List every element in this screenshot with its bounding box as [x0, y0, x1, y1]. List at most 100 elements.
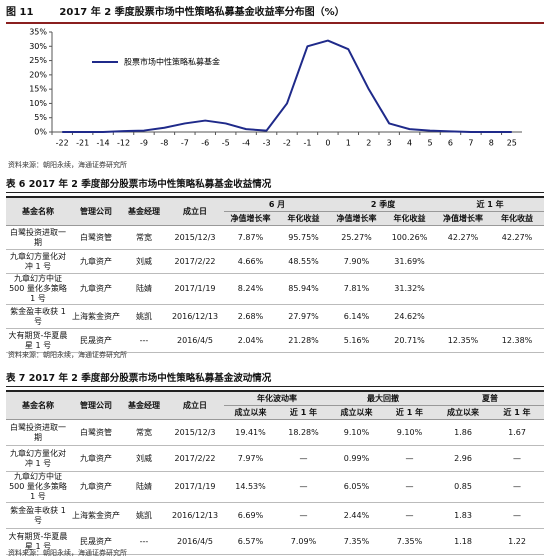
group-header: 6 月 — [224, 197, 331, 212]
table-cell: 1.67 — [490, 419, 544, 446]
source: 资料来源：朝阳永续，海通证券研究所 — [8, 351, 127, 359]
table-row: 九章幻方中证 500 量化多策略 1 号九章资产 陆婧 2017/1/19 8.24%… — [6, 273, 545, 305]
table-cell: 0.85 — [436, 471, 490, 503]
table-cell: --- — [122, 528, 166, 555]
x-tick-label: 25 — [507, 139, 517, 148]
table-cell: 7.35% — [383, 528, 436, 555]
table-cell: — — [277, 502, 330, 529]
table-cell: 九章幻方量化对冲 1 号 — [6, 445, 70, 472]
x-tick-label: -6 — [201, 139, 209, 148]
table-row: 白鹭投资进取一期 白鹭资管 常宽 2015/12/3 7.87% 95.75% 25.27%… — [6, 225, 545, 250]
column-header: 成立以来 — [436, 405, 490, 420]
table-cell: 民晟资产 — [70, 528, 122, 555]
x-tick-label: 2 — [366, 139, 371, 148]
y-tick-label: 35% — [29, 28, 47, 37]
table-cell: 12.35% — [436, 328, 491, 353]
table-row: 紫金盈丰收获 1 号上海紫金资产 姚凯 2016/12/13 6.69% —2.44% —… — [6, 502, 544, 529]
table-cell: — — [277, 445, 330, 472]
table-cell: 7.81% — [330, 273, 384, 305]
x-tick-label: 7 — [468, 139, 473, 148]
column-header: 基金名称 — [6, 197, 70, 226]
table-cell: 95.75% — [277, 225, 331, 250]
column-header: 净值增长率 — [436, 211, 491, 226]
table-cell: 大有期货-华夏晨星 1 号 — [6, 328, 70, 353]
table-cell: 陆婧 — [122, 471, 166, 503]
figure-header: 图 11 2017 年 2 季度股票市场中性策略私募基金收益率分布图（%） — [6, 4, 544, 24]
table-cell — [436, 249, 491, 274]
table-cell: 7.35% — [330, 528, 383, 555]
table-cell: 2017/1/19 — [166, 273, 224, 305]
table-cell: 6.14% — [330, 304, 384, 329]
table-cell: 19.41% — [224, 419, 277, 446]
table-cell: 4.66% — [224, 249, 277, 274]
table-cell: 21.28% — [277, 328, 331, 353]
column-header: 成立日 — [166, 197, 224, 226]
table-cell: — — [383, 445, 436, 472]
table-cell: 42.27% — [490, 225, 545, 250]
column-header: 基金经理 — [122, 197, 166, 226]
column-header: 成立以来 — [224, 405, 277, 420]
table-cell: 7.90% — [330, 249, 384, 274]
line — [62, 39, 512, 133]
column-header: 年化收益 — [383, 211, 437, 226]
header-row: 基金名称 管理公司 基金经理 成立日 年化波动率 最大回撤 夏普 — [6, 391, 544, 420]
table-cell: 1.18 — [436, 528, 490, 555]
x-tick-label: 6 — [448, 139, 453, 148]
table-cell: 27.97% — [277, 304, 331, 329]
table-cell: 14.53% — [224, 471, 277, 503]
x-tick-label: -14 — [97, 139, 110, 148]
table-cell: — — [277, 471, 330, 503]
table-cell: 9.10% — [330, 419, 383, 446]
y-tick-label: 0% — [34, 128, 47, 137]
table-cell: — — [490, 445, 544, 472]
table-cell: — — [490, 471, 544, 503]
table-cell: 31.69% — [383, 249, 437, 274]
table-cell — [490, 304, 545, 329]
table-row: 大有期货-华夏晨星 1 号民晟资产 --- 2016/4/5 6.57% 7.09% 7.… — [6, 528, 544, 555]
table-cell: 2.04% — [224, 328, 277, 353]
column-header: 近 1 年 — [490, 405, 544, 420]
table-cell: 姚凯 — [122, 502, 166, 529]
table-cell: 白鹭资管 — [70, 225, 122, 250]
table-cell: 常宽 — [122, 419, 166, 446]
y-tick-label: 25% — [29, 56, 47, 65]
table-row: 九章幻方量化对冲 1 号九章资产 刘威 2017/2/22 4.66% 48.55% 7.… — [6, 249, 545, 274]
table-cell: 2017/1/19 — [166, 471, 224, 503]
group-header: 近 1 年 — [436, 197, 545, 212]
table-row: 大有期货-华夏晨星 1 号民晟资产 --- 2016/4/5 2.04% 21.28% 5… — [6, 328, 545, 353]
column-header: 净值增长率 — [224, 211, 277, 226]
x-tick-label: 1 — [346, 139, 351, 148]
table-cell: 白鹭投资进取一期 — [6, 419, 70, 446]
header-row: 净值增长率 年化收益 净值增长率 年化收益 净值增长率 年化收益 — [6, 211, 545, 226]
table-cell: 42.27% — [436, 225, 491, 250]
column-header: 年化收益 — [490, 211, 545, 226]
table-cell: 48.55% — [277, 249, 331, 274]
column-header: 管理公司 — [70, 391, 122, 420]
table-cell — [436, 304, 491, 329]
column-header: 基金名称 — [6, 391, 70, 420]
table-cell: 九章资产 — [70, 471, 122, 503]
table-cell: 1.86 — [436, 419, 490, 446]
column-header: 净值增长率 — [330, 211, 384, 226]
chart: 0%5%10%15%20%25%30%35%-22 -21 -14 -12 -9 -8 -7… — [29, 28, 522, 148]
column-header: 近 1 年 — [277, 405, 330, 420]
table-cell: 2016/12/13 — [166, 304, 224, 329]
table-cell: 刘威 — [122, 445, 166, 472]
x-tick-label: -12 — [117, 139, 130, 148]
table-cell: 8.24% — [224, 273, 277, 305]
table-cell: — — [383, 471, 436, 503]
x-tick-label: -2 — [283, 139, 291, 148]
table-cell: 九章幻方中证 500 量化多策略 1 号 — [6, 471, 70, 503]
group-header: 最大回撤 — [330, 391, 436, 406]
x-tick-label: -3 — [263, 139, 271, 148]
source: 资料来源：朝阳永续，海通证券研究所 — [8, 161, 127, 169]
group-header: 夏普 — [436, 391, 544, 406]
table-cell: 7.97% — [224, 445, 277, 472]
x-tick-label: -1 — [303, 139, 311, 148]
column-header: 近 1 年 — [383, 405, 436, 420]
table-cell: 85.94% — [277, 273, 331, 305]
table-cell: 民晟资产 — [70, 328, 122, 353]
column-header: 成立以来 — [330, 405, 383, 420]
